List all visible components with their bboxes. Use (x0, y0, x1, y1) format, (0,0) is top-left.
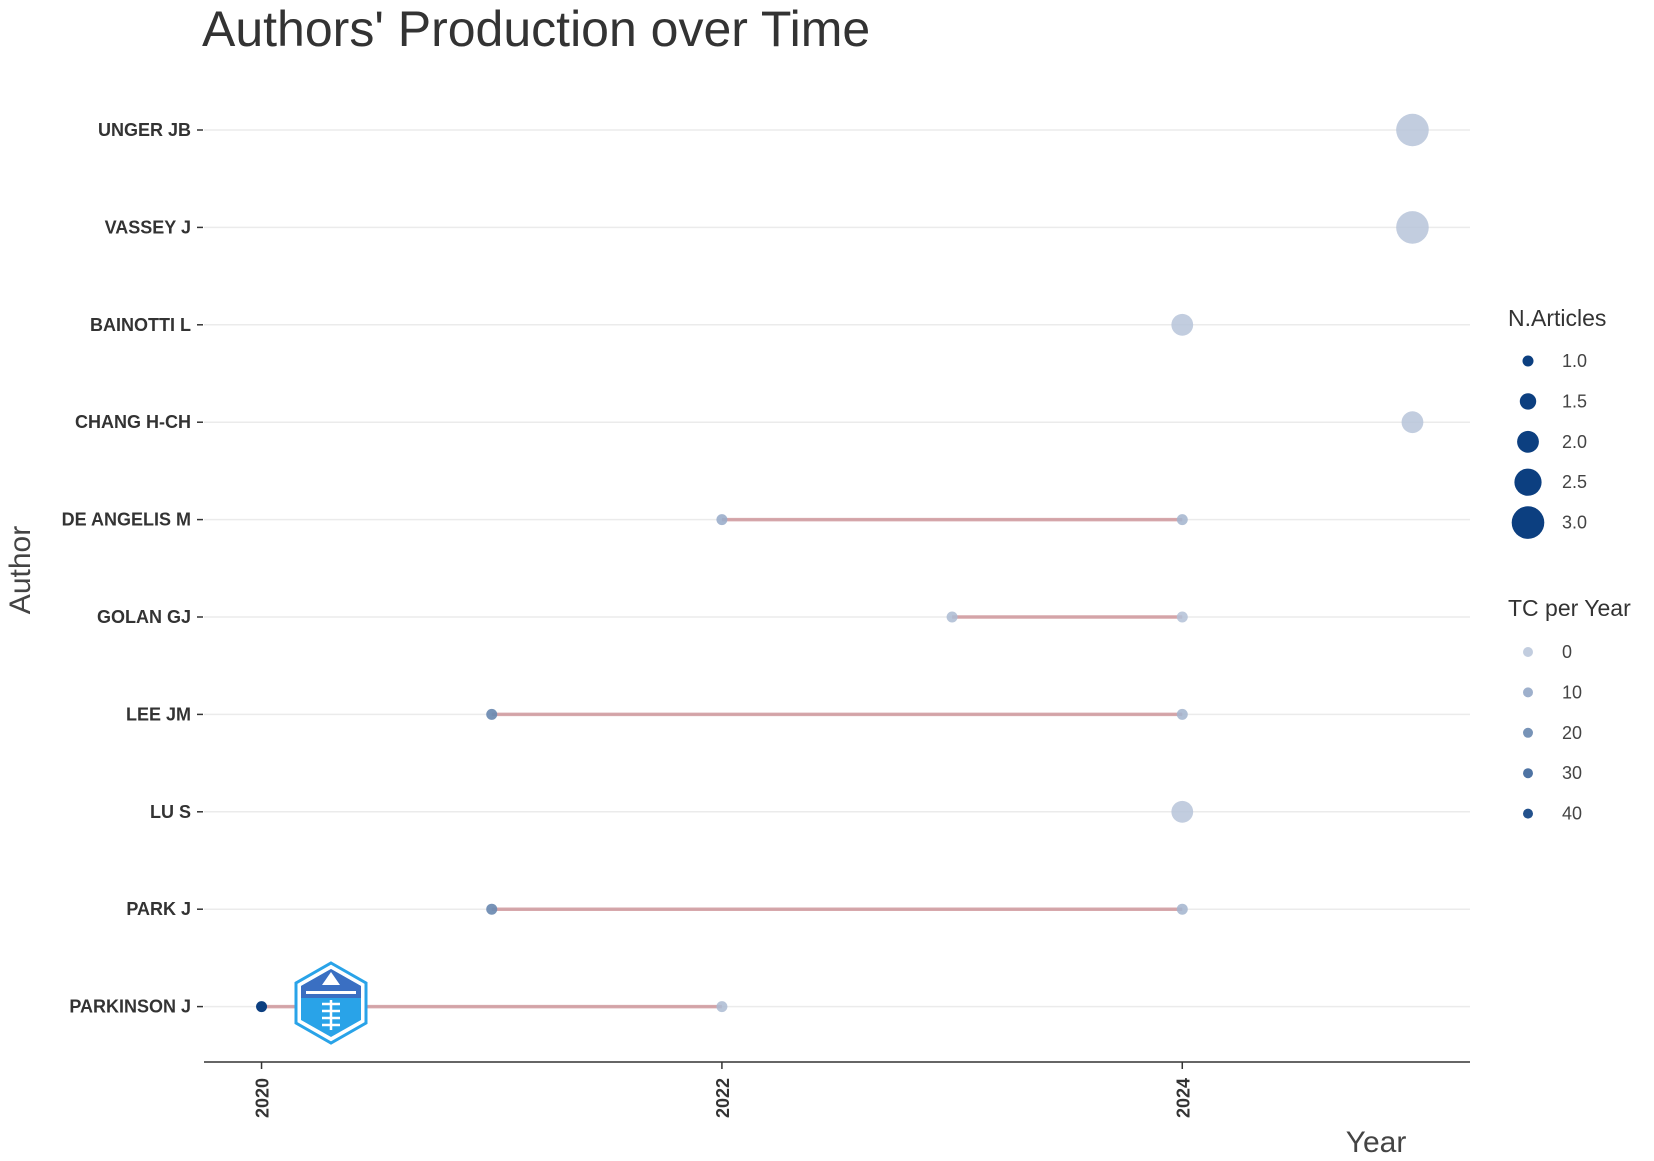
legend-color-key (1523, 768, 1533, 779)
bibliometrix-logo (294, 961, 368, 1045)
y-tick-label: UNGER JB (98, 120, 191, 140)
data-point (256, 1001, 268, 1013)
logo-arrow (322, 972, 340, 985)
legend-color-label: 40 (1562, 804, 1582, 824)
data-point (1176, 514, 1188, 526)
legend-size-key (1517, 430, 1539, 453)
data-point (1401, 411, 1424, 434)
y-tick-label: LEE JM (126, 704, 191, 724)
legend-size-key (1522, 355, 1534, 367)
y-axis-title: Author (4, 526, 37, 614)
legend-color-label: 30 (1562, 763, 1582, 783)
legend-size-label: 1.0 (1562, 351, 1587, 371)
x-tick-label: 2022 (713, 1078, 733, 1118)
y-tick-label: GOLAN GJ (97, 607, 191, 627)
data-point (1176, 708, 1188, 720)
legend-n-articles-title: N.Articles (1508, 305, 1606, 331)
legend-color-label: 10 (1562, 682, 1582, 702)
legend-size-key (1511, 506, 1545, 539)
data-point (1176, 611, 1188, 623)
data-point (1176, 903, 1188, 915)
y-tick-label: LU S (150, 802, 191, 822)
y-tick-label: DE ANGELIS M (62, 510, 191, 530)
x-axis: 2020 2022 2024 (204, 1061, 1470, 1118)
data-points (256, 113, 1429, 1013)
data-point (1396, 113, 1429, 147)
legend-color-label: 20 (1562, 723, 1582, 743)
range-segments (261, 517, 1183, 1009)
legend-size-label: 2.0 (1562, 432, 1587, 452)
x-tick-label: 2024 (1173, 1078, 1193, 1118)
data-point (716, 514, 728, 526)
legend-size-label: 1.5 (1562, 391, 1587, 411)
legend-color-key (1523, 687, 1533, 698)
legend-size-label: 2.5 (1562, 472, 1587, 492)
legend-color-key (1523, 808, 1533, 819)
y-tick-label: PARK J (126, 899, 191, 919)
y-tick-label: BAINOTTI L (90, 315, 191, 335)
y-tick-label: PARKINSON J (69, 997, 191, 1017)
data-point (1171, 313, 1194, 336)
legend-color-key (1523, 727, 1533, 738)
gridlines (204, 129, 1470, 1008)
y-axis: UNGER JB VASSEY J BAINOTTI L CHANG H-CH DE A… (62, 120, 203, 1017)
legend-size-key (1519, 393, 1537, 410)
data-point (1396, 211, 1429, 244)
x-tick-label: 2020 (253, 1078, 273, 1118)
data-point (1171, 800, 1194, 823)
chart-title: Authors' Production over Time (202, 1, 870, 57)
legend-color-key (1523, 647, 1533, 657)
logo-band-line (306, 991, 356, 994)
logo-spiral (322, 1000, 340, 1030)
legend-size-key (1514, 468, 1542, 496)
data-point (716, 1001, 728, 1013)
legend-size-label: 3.0 (1562, 513, 1587, 533)
legend-tc-per-year-title: TC per Year (1508, 595, 1631, 621)
y-tick-label: VASSEY J (105, 217, 191, 237)
x-axis-title: Year (1346, 1126, 1407, 1159)
data-point (946, 611, 958, 623)
legend-tc-per-year: TC per Year 0 10 20 30 40 (1508, 595, 1631, 824)
data-point (486, 708, 498, 720)
legend-n-articles: N.Articles 1.0 1.5 2.0 2.5 3.0 (1508, 305, 1606, 539)
data-point (486, 903, 498, 915)
legend-color-label: 0 (1562, 642, 1572, 662)
y-tick-label: CHANG H-CH (75, 412, 191, 432)
